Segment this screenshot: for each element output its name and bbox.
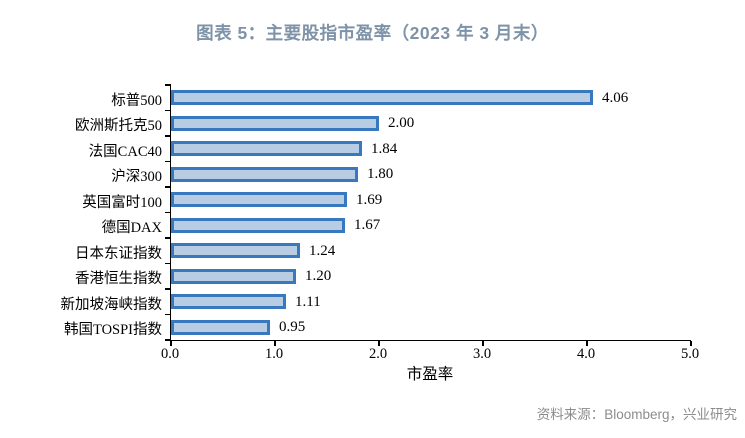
x-axis-tick [586, 341, 588, 347]
x-axis-title: 市盈率 [406, 366, 454, 383]
y-axis-tick [165, 313, 171, 316]
x-tick-label: 0.0 [160, 346, 180, 362]
bar [171, 243, 300, 259]
y-axis-tick [165, 211, 171, 214]
category-label: 日本东证指数 [75, 245, 162, 262]
bar [171, 319, 270, 335]
value-label: 1.84 [371, 140, 398, 157]
bar [171, 294, 286, 310]
y-axis-tick [165, 339, 171, 341]
x-axis-tick [690, 341, 692, 347]
value-label: 2.00 [388, 115, 415, 132]
category-label: 德国DAX [101, 220, 162, 237]
value-label: 1.80 [367, 166, 394, 183]
category-label: 标普500 [111, 92, 162, 109]
plot-area: 4.06 2.00 1.84 1.80 1.69 1.67 1.24 1.20 1.11 0.95 [165, 84, 692, 347]
category-label: 香港恒生指数 [75, 271, 162, 288]
y-axis-tick [165, 109, 171, 112]
bar [171, 115, 379, 131]
y-axis-tick [165, 262, 171, 265]
source-note: 资料来源：Bloomberg，兴业研究 [536, 407, 737, 422]
x-axis-tick [274, 341, 276, 347]
x-tick-label: 2.0 [368, 346, 388, 362]
y-axis-tick [165, 160, 171, 163]
y-axis-tick [165, 288, 171, 290]
x-tick-label: 1.0 [264, 346, 284, 362]
y-axis-tick [165, 84, 171, 86]
value-label: 1.69 [356, 191, 383, 208]
x-axis-tick [170, 341, 172, 347]
y-axis-tick [165, 135, 171, 137]
value-label: 1.11 [295, 293, 321, 310]
value-label: 1.24 [309, 242, 336, 259]
category-label: 英国富时100 [82, 194, 162, 211]
value-label: 1.20 [305, 268, 332, 285]
bar [171, 192, 347, 208]
x-axis-tick [482, 341, 484, 347]
bar [171, 268, 296, 284]
category-label: 沪深300 [111, 169, 162, 186]
category-label: 欧洲斯托克50 [75, 118, 162, 135]
y-axis-tick [165, 186, 171, 188]
chart-title: 图表 5：主要股指市盈率（2023 年 3 月末） [196, 23, 549, 43]
category-label: 法国CAC40 [88, 143, 162, 160]
x-tick-label: 3.0 [472, 346, 492, 362]
category-label: 新加坡海峡指数 [60, 296, 163, 313]
bar [171, 166, 358, 182]
bar [171, 217, 345, 233]
value-label: 0.95 [279, 319, 306, 336]
x-tick-label: 5.0 [680, 346, 700, 362]
x-tick-label: 4.0 [576, 346, 596, 362]
x-axis-tick [378, 341, 380, 347]
y-axis-tick [165, 237, 171, 239]
bar [171, 90, 593, 106]
value-label: 4.06 [602, 89, 629, 106]
value-label: 1.67 [354, 217, 381, 234]
category-label: 韩国TOSPI指数 [63, 322, 162, 339]
bar [171, 141, 362, 157]
